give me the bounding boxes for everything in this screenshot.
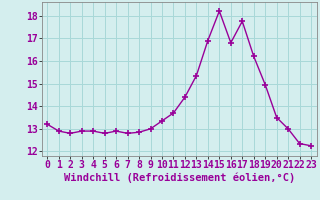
X-axis label: Windchill (Refroidissement éolien,°C): Windchill (Refroidissement éolien,°C) <box>64 173 295 183</box>
